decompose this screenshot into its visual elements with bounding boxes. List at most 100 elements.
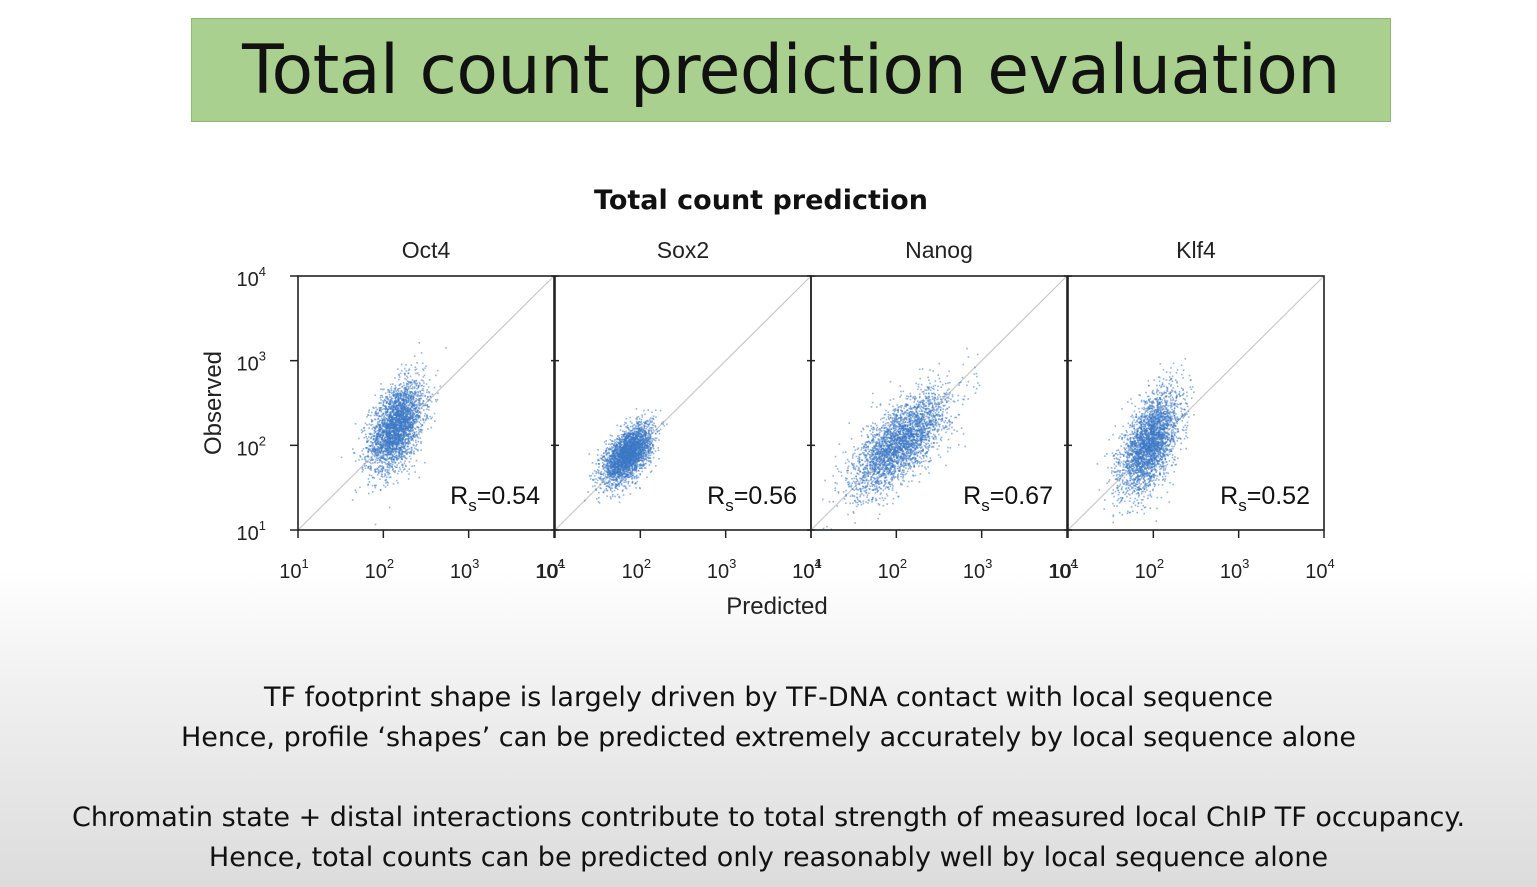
scatter-point [382,412,385,415]
scatter-point [359,456,362,458]
scatter-point [618,483,620,485]
scatter-point [362,430,364,432]
scatter-point [404,409,407,412]
scatter-point [384,462,387,464]
scatter-point [398,418,400,421]
scatter-point [403,434,405,436]
scatter-point [611,484,613,487]
scatter-point [365,433,367,436]
scatter-point [598,470,600,472]
scatter-point [405,382,408,385]
scatter-point [651,439,653,442]
scatter-point [395,404,397,407]
scatter-point [376,462,379,464]
scatter-point [413,386,416,388]
scatter-point [360,429,363,431]
scatter-point [394,465,396,468]
scatter-point [381,413,384,416]
scatter-point [376,447,379,450]
scatter-point [411,422,414,425]
scatter-point [411,391,414,394]
scatter-point [622,489,624,491]
scatter-point [417,418,420,420]
scatter-point [419,411,422,414]
scatter-point [412,424,414,426]
scatter-point [372,476,374,479]
scatter-point [405,416,407,419]
scatter-point [395,416,398,419]
scatter-point [392,421,395,423]
scatter-point [410,457,412,460]
scatter-point [415,380,418,382]
scatter-point [404,411,407,414]
scatter-point [367,439,370,442]
scatter-point [404,417,407,420]
scatter-point [606,468,609,470]
scatter-point [364,422,367,425]
scatter-point [414,366,417,368]
scatter-point [646,456,648,459]
scatter-point [388,394,391,396]
scatter-point [384,479,387,482]
scatter-point [415,408,417,410]
scatter-point [380,460,382,462]
scatter-point [402,412,405,414]
scatter-point [374,438,377,440]
scatter-point [412,386,414,388]
scatter-point [410,402,413,404]
scatter-point [393,427,395,430]
scatter-point [591,485,594,488]
scatter-point [413,387,416,390]
scatter-point [378,424,381,426]
scatter-point [419,417,421,419]
scatter-point [384,392,387,394]
scatter-point [372,459,374,462]
scatter-point [419,404,422,406]
scatter-point [380,388,382,390]
scatter-point [611,440,614,442]
scatter-point [400,447,402,450]
scatter-point [419,391,421,393]
scatter-point [374,413,377,415]
scatter-point [637,465,639,468]
scatter-point [392,469,394,471]
scatter-point [395,452,397,454]
scatter-point [396,459,398,461]
scatter-point [603,463,605,466]
scatter-point [392,435,395,438]
scatter-point [413,390,416,393]
scatter-point [383,417,385,420]
scatter-point [416,421,418,423]
scatter-point [652,418,655,421]
scatter-point [639,424,642,426]
scatter-point [652,424,655,427]
scatter-point [405,413,407,415]
scatter-point [370,462,372,465]
scatter-point [591,462,594,464]
scatter-point [395,449,397,451]
scatter-point [616,493,619,496]
scatter-point [413,422,415,425]
scatter-point [406,429,409,431]
scatter-point [417,440,419,443]
scatter-point [416,436,419,438]
scatter-point [407,383,410,386]
scatter-point [384,442,387,445]
scatter-point [396,447,399,450]
scatter-point [401,391,403,394]
scatter-point [377,470,379,473]
scatter-point [378,402,380,405]
scatter-point [435,374,437,377]
scatter-point [417,394,419,397]
scatter-point [390,442,393,444]
scatter-point [374,441,376,443]
scatter-point [625,432,628,434]
scatter-point [635,425,638,427]
scatter-point [392,403,395,405]
scatter-point [648,443,651,445]
scatter-point [383,425,385,428]
scatter-point [383,441,385,443]
scatter-point [589,478,592,480]
scatter-point [632,461,634,464]
scatter-point [376,433,378,435]
